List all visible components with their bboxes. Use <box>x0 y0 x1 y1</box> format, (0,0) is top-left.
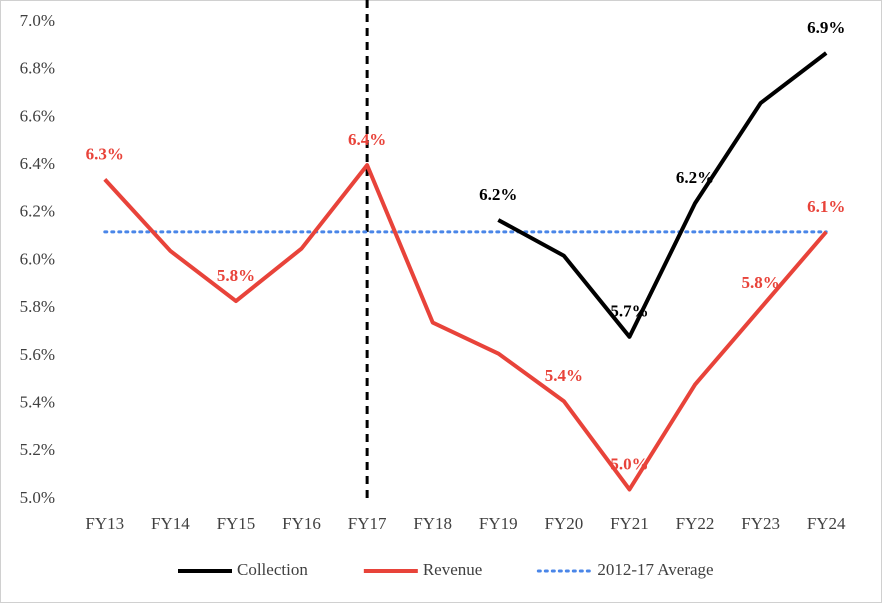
y-tick-label: 5.2% <box>20 440 55 459</box>
data-label: 6.4% <box>348 130 386 149</box>
x-tick-label: FY16 <box>282 514 321 533</box>
data-label: 5.8% <box>742 273 780 292</box>
y-tick-label: 6.2% <box>20 202 55 221</box>
x-tick-label: FY23 <box>741 514 780 533</box>
x-tick-label: FY19 <box>479 514 518 533</box>
data-label: 6.2% <box>676 168 714 187</box>
x-tick-label: FY21 <box>610 514 649 533</box>
legend-label: Collection <box>237 560 308 579</box>
data-label: 5.4% <box>545 366 583 385</box>
data-label: 6.2% <box>479 185 517 204</box>
x-tick-label: FY13 <box>85 514 124 533</box>
y-tick-label: 6.6% <box>20 106 55 125</box>
data-label: 6.9% <box>807 18 845 37</box>
y-tick-label: 5.6% <box>20 345 55 364</box>
y-tick-label: 6.0% <box>20 249 55 268</box>
y-tick-label: 6.4% <box>20 154 55 173</box>
y-tick-label: 5.0% <box>20 488 55 507</box>
series-line <box>497 51 828 339</box>
data-label: 6.3% <box>86 144 124 163</box>
x-tick-label: FY24 <box>807 514 846 533</box>
y-tick-label: 7.0% <box>20 11 55 30</box>
y-tick-label: 5.8% <box>20 297 55 316</box>
legend-label: 2012-17 Average <box>597 560 713 579</box>
x-tick-label: FY22 <box>676 514 715 533</box>
x-tick-label: FY17 <box>348 514 387 533</box>
data-label: 6.1% <box>807 197 845 216</box>
data-label: 5.7% <box>610 302 648 321</box>
series-line <box>103 163 828 492</box>
data-label: 5.0% <box>610 454 648 473</box>
x-tick-label: FY20 <box>545 514 584 533</box>
legend-label: Revenue <box>423 560 482 579</box>
x-tick-label: FY15 <box>217 514 256 533</box>
data-label: 5.8% <box>217 266 255 285</box>
x-tick-label: FY14 <box>151 514 190 533</box>
y-tick-label: 6.8% <box>20 59 55 78</box>
y-tick-label: 5.4% <box>20 393 55 412</box>
x-tick-label: FY18 <box>413 514 452 533</box>
